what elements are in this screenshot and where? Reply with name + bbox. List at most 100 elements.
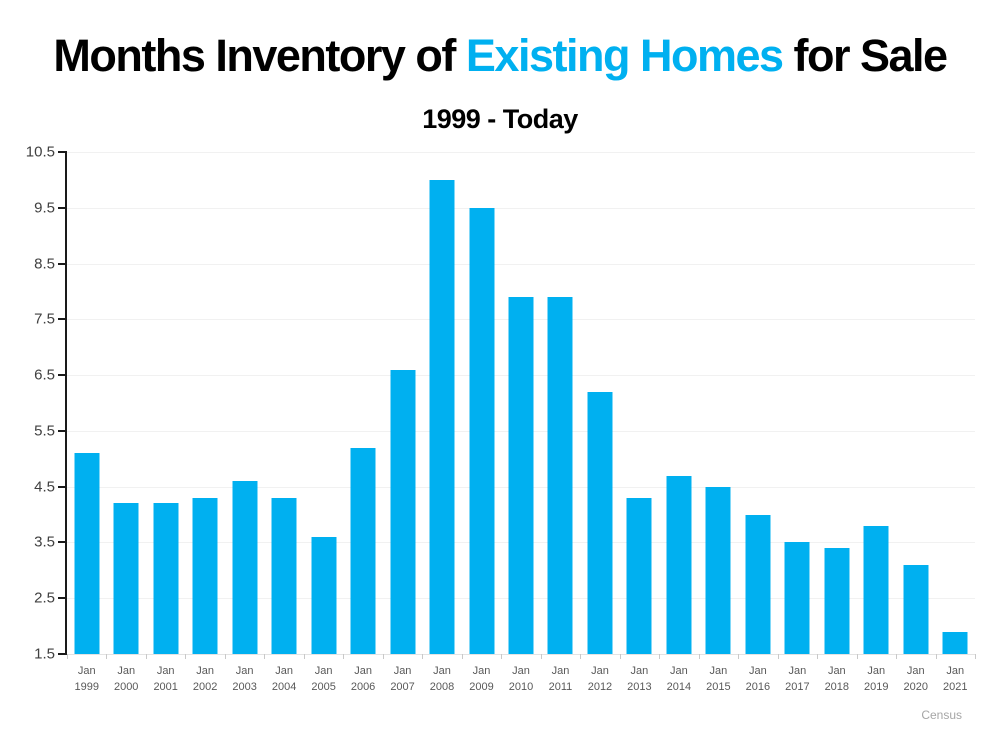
x-axis-label-month: Jan [156, 665, 175, 677]
x-axis-label: Jan 2017 [775, 663, 819, 695]
x-axis-label-month: Jan [77, 665, 96, 677]
bar-jan-2014 [666, 475, 692, 654]
bar-jan-2010 [508, 297, 534, 654]
x-axis-label-month: Jan [472, 665, 491, 677]
bar-jan-2015 [705, 486, 731, 654]
x-axis-label-year: 2018 [824, 681, 850, 693]
x-axis-tick [738, 654, 740, 659]
y-axis-label: 8.5 [34, 255, 55, 273]
x-axis-label-month: Jan [433, 665, 451, 677]
x-axis-label-year: 2014 [666, 681, 692, 693]
x-axis-label: Jan 2006 [341, 663, 385, 695]
x-axis-label-year: 2006 [350, 681, 376, 693]
bar-jan-2016 [745, 514, 771, 654]
x-axis-label-month: Jan [591, 665, 609, 677]
gridline [67, 207, 975, 209]
x-axis-label-year: 2011 [548, 681, 573, 693]
x-axis-tick [777, 654, 779, 659]
y-axis-label: 4.5 [34, 478, 55, 496]
bar-jan-2005 [311, 536, 337, 654]
x-axis-label: Jan 2009 [460, 663, 504, 695]
x-axis-label-month: Jan [827, 665, 846, 677]
bar-jan-2008 [429, 179, 455, 654]
x-axis-label-year: 2004 [271, 681, 297, 693]
y-axis-tick [58, 318, 67, 321]
x-axis-label-year: 2001 [153, 681, 178, 693]
x-axis-label: Jan 1999 [65, 663, 109, 695]
x-axis-label-month: Jan [630, 665, 649, 677]
bar-jan-2003 [232, 481, 258, 654]
bar-jan-2021 [942, 631, 968, 654]
x-axis-tick [896, 654, 898, 659]
bar-jan-2009 [469, 207, 495, 654]
y-axis-tick [58, 206, 67, 209]
x-axis-label: Jan 2014 [657, 663, 701, 695]
x-axis-tick [975, 654, 976, 659]
x-axis-tick [224, 654, 226, 659]
x-axis-label-year: 2013 [627, 681, 652, 693]
x-axis-label: Jan 2018 [815, 663, 859, 695]
x-axis-label-month: Jan [551, 665, 570, 677]
x-axis-tick [422, 654, 424, 659]
bar-jan-2000 [113, 503, 139, 654]
bar-jan-2001 [153, 503, 179, 654]
x-axis-tick [935, 654, 937, 659]
x-axis-label-month: Jan [512, 665, 530, 677]
x-axis-label-month: Jan [906, 665, 925, 677]
y-axis-label: 1.5 [34, 645, 55, 663]
x-axis-label-month: Jan [235, 665, 254, 677]
x-axis-label-month: Jan [670, 665, 688, 677]
x-axis-tick [382, 654, 384, 659]
x-axis-tick [698, 654, 700, 659]
x-axis-label: Jan 2019 [854, 663, 898, 695]
y-axis-label: 6.5 [34, 366, 55, 384]
x-axis-label-year: 2015 [706, 681, 731, 693]
x-axis-label-year: 2000 [113, 681, 139, 693]
x-axis-label-month: Jan [314, 665, 333, 677]
x-axis-label-year: 2020 [903, 681, 929, 693]
x-axis-label: Jan 2007 [381, 663, 425, 695]
x-axis-tick [185, 654, 187, 659]
y-axis-tick [58, 151, 67, 153]
x-axis-label-month: Jan [788, 665, 807, 677]
x-axis-label: Jan 2005 [302, 663, 346, 695]
x-axis-label: Jan 2015 [696, 663, 740, 695]
x-axis-label: Jan 2020 [894, 663, 938, 695]
bar-jan-2004 [271, 497, 297, 654]
x-axis-label-month: Jan [275, 665, 293, 677]
title-suffix: for Sale [782, 30, 949, 81]
bar-jan-2017 [784, 542, 810, 654]
x-axis-label-month: Jan [196, 665, 215, 677]
title-highlight: Existing Homes [465, 30, 784, 81]
y-axis-label: 10.5 [25, 143, 55, 161]
x-axis-label: Jan 2001 [144, 663, 188, 695]
x-axis-tick [145, 654, 147, 659]
x-axis-label-year: 2002 [192, 681, 218, 693]
x-axis-label: Jan 2002 [183, 663, 227, 695]
bar-jan-2011 [547, 297, 573, 654]
x-axis-label-year: 2003 [232, 681, 257, 693]
bar-jan-2013 [626, 497, 652, 654]
x-axis-label: Jan 2003 [223, 663, 267, 695]
bar-jan-2018 [824, 548, 850, 654]
source-label: Census [921, 708, 962, 722]
y-axis-label: 3.5 [34, 533, 55, 551]
x-axis-tick [501, 654, 503, 659]
bar-jan-2020 [903, 564, 929, 654]
x-axis-tick [106, 654, 108, 659]
bar-jan-2007 [390, 369, 416, 654]
x-axis-tick [540, 654, 542, 659]
x-axis-label-year: 2021 [943, 681, 968, 693]
x-axis-label-year: 2009 [469, 681, 494, 693]
y-axis-tick [58, 597, 67, 600]
x-axis-label: Jan 2000 [104, 663, 148, 695]
y-axis-label: 5.5 [34, 422, 55, 440]
x-axis-tick [461, 654, 463, 659]
x-axis-label-month: Jan [867, 665, 886, 677]
x-axis-label: Jan 2004 [262, 663, 306, 695]
x-axis-tick [67, 654, 68, 659]
y-axis-label: 2.5 [34, 589, 55, 607]
x-axis-label-year: 2016 [745, 681, 771, 693]
x-axis-label-month: Jan [393, 665, 412, 677]
